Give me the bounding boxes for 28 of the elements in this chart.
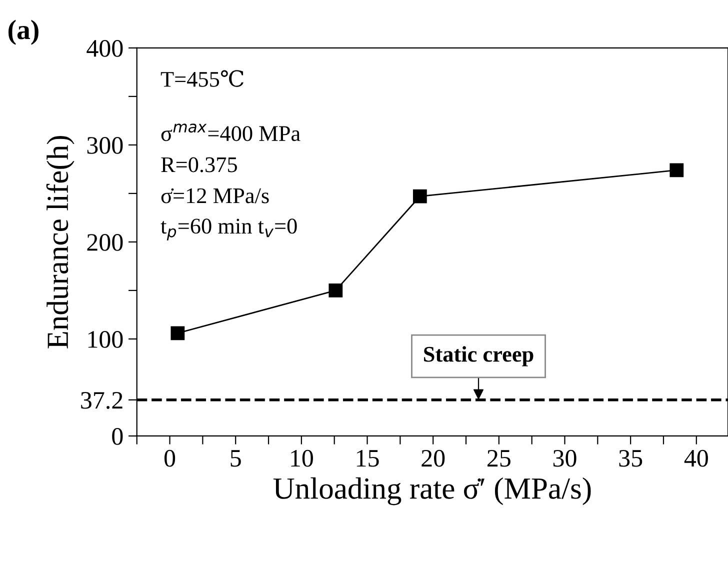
point	[170, 326, 185, 340]
y-tick-label: 200	[87, 234, 123, 251]
x-tick-label: 30	[553, 450, 576, 467]
x-axis-title: Unloading rate σ̇′ (MPa/s)	[273, 477, 591, 506]
annotation: T=455℃	[160, 70, 244, 87]
annotation: t$_{p}$=60 min t$_{v}$=0	[160, 218, 297, 240]
point	[670, 163, 684, 178]
annotation: σ̇=12 MPa/s	[161, 188, 269, 204]
x-tick-label: 15	[356, 450, 379, 467]
y-axis-title: Endurance life(h)	[46, 136, 74, 348]
x-tick-label: 5	[230, 450, 241, 467]
x-tick-label: 20	[422, 450, 445, 467]
x-tick-label: 25	[488, 450, 510, 467]
x-tick-label: 10	[291, 450, 313, 467]
x-tick-label: 0	[164, 450, 176, 467]
x-tick-label: 40	[684, 450, 708, 467]
point	[412, 189, 427, 204]
chart-title: (a)	[8, 20, 38, 45]
y-tick-label: 100	[88, 331, 123, 348]
annotation: σ$^{max}$=400 MPa	[161, 124, 300, 142]
y-tick-label: 400	[86, 40, 123, 57]
y-tick-label: 37.2	[81, 392, 122, 409]
y-tick-label: 300	[87, 136, 123, 154]
x-tick-label: 35	[619, 450, 642, 467]
point	[328, 284, 343, 298]
ref-line-label: Static creep	[424, 346, 534, 366]
y-tick-label: 0	[112, 428, 123, 445]
annotation: R=0.375	[161, 157, 237, 172]
